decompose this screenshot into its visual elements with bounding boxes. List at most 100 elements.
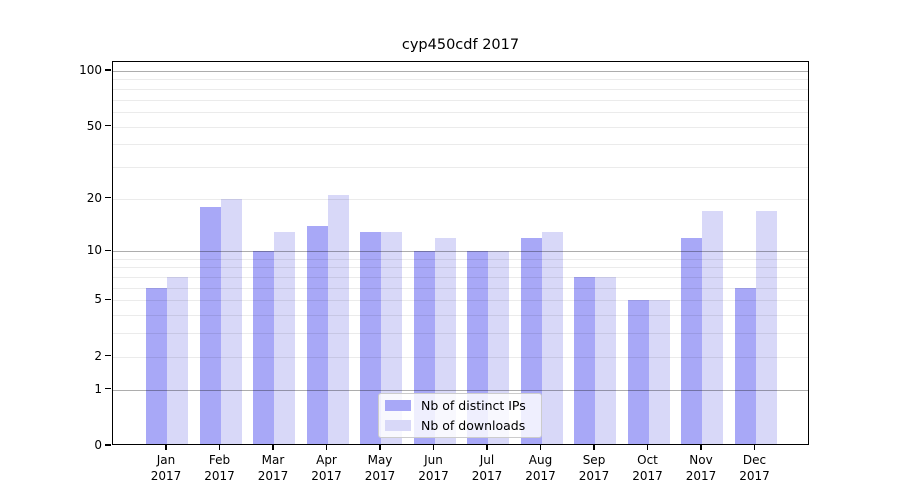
- gridline-major-100: [113, 71, 808, 72]
- legend-swatch-downloads: [385, 419, 411, 432]
- x-tick-month: Nov: [689, 453, 713, 467]
- x-tick-month: Feb: [208, 453, 231, 467]
- x-tick-mark-aug: [539, 445, 542, 450]
- legend-swatch-distinct-ips: [385, 399, 411, 412]
- legend-item-distinct-ips: Nb of distinct IPs: [385, 398, 535, 413]
- x-tick-label-jun: Jun 2017: [404, 452, 464, 484]
- x-tick-month: Dec: [742, 453, 767, 467]
- y-tick-label-1: 1: [94, 381, 102, 396]
- x-tick-label-feb: Feb 2017: [190, 452, 250, 484]
- x-tick-mark-jul: [486, 445, 488, 450]
- bar-nb-of-distinct-ips-aug: [520, 237, 542, 444]
- bar-nb-of-distinct-ips-nov: [681, 237, 702, 444]
- bar-nb-of-distinct-ips-feb: [199, 206, 221, 444]
- x-tick-label-apr: Apr 2017: [297, 452, 357, 484]
- x-tick-year: 2017: [364, 469, 396, 483]
- bar-nb-of-downloads-dec: [755, 211, 777, 444]
- x-tick-year: 2017: [204, 469, 235, 483]
- x-tick-year: 2017: [525, 469, 556, 483]
- x-tick-label-jan: Jan 2017: [136, 452, 196, 484]
- legend-item-downloads: Nb of downloads: [385, 418, 535, 433]
- x-tick-mark-nov: [700, 445, 702, 450]
- bar-nb-of-distinct-ips-jan: [146, 287, 167, 444]
- y-tick-mark-1: [105, 388, 111, 390]
- bar-nb-of-downloads-mar: [274, 231, 295, 444]
- gridline-minor-80: [113, 88, 808, 90]
- x-tick-year: 2017: [311, 469, 342, 483]
- x-tick-mark-apr: [325, 445, 328, 450]
- bar-nb-of-downloads-sep: [595, 277, 616, 444]
- x-tick-mark-mar: [272, 445, 274, 450]
- y-tick-mark-50: [105, 124, 111, 127]
- x-tick-mark-sep: [593, 445, 595, 450]
- bar-nb-of-downloads-jan: [167, 277, 188, 444]
- y-tick-label-100: 100: [79, 63, 102, 77]
- x-tick-month: Mar: [261, 453, 285, 467]
- x-tick-mark-may: [379, 445, 381, 450]
- y-tick-mark-100: [105, 69, 111, 71]
- bar-nb-of-distinct-ips-mar: [253, 251, 274, 444]
- x-tick-year: 2017: [632, 469, 663, 483]
- y-tick-mark-20: [105, 197, 111, 199]
- gridline-minor-7: [113, 277, 808, 279]
- x-tick-label-aug: Aug 2017: [511, 452, 571, 484]
- gridline-minor-30: [113, 166, 808, 168]
- x-tick-month: Jan: [156, 453, 176, 467]
- gridline-minor-8: [113, 267, 808, 269]
- y-tick-mark-5: [105, 298, 111, 300]
- y-tick-label-0: 0: [94, 438, 102, 452]
- y-tick-label-5: 5: [94, 292, 102, 307]
- gridline-minor-40: [113, 144, 808, 146]
- legend-label-downloads: Nb of downloads: [421, 418, 526, 433]
- bar-nb-of-downloads-may: [381, 231, 402, 444]
- y-tick-label-10: 10: [86, 243, 102, 258]
- gridline-minor-90: [113, 79, 808, 81]
- x-tick-mark-jun: [432, 445, 435, 450]
- bar-nb-of-distinct-ips-oct: [627, 300, 649, 444]
- y-tick-mark-2: [105, 355, 111, 357]
- x-tick-month: Jul: [479, 453, 495, 467]
- gridline-major-1: [113, 389, 808, 391]
- gridline-minor-60: [113, 111, 808, 113]
- y-tick-mark-0: [105, 444, 111, 446]
- x-tick-month: Oct: [637, 453, 658, 467]
- x-tick-mark-dec: [753, 445, 756, 450]
- legend-label-distinct-ips: Nb of distinct IPs: [421, 398, 526, 413]
- x-tick-label-nov: Nov 2017: [671, 452, 731, 484]
- x-tick-year: 2017: [685, 469, 717, 483]
- gridline-minor-6: [113, 287, 808, 289]
- bar-nb-of-distinct-ips-dec: [734, 287, 756, 444]
- legend: Nb of distinct IPs Nb of downloads: [378, 393, 542, 438]
- x-tick-year: 2017: [578, 469, 610, 483]
- chart-title: cyp450cdf 2017: [401, 37, 520, 53]
- x-tick-year: 2017: [257, 469, 289, 483]
- x-tick-year: 2017: [150, 469, 182, 483]
- gridline-minor-2: [113, 356, 808, 358]
- gridline-minor-3: [113, 333, 808, 335]
- x-tick-mark-jan: [165, 445, 167, 450]
- x-tick-year: 2017: [418, 469, 449, 483]
- x-tick-label-sep: Sep 2017: [564, 452, 624, 484]
- gridline-minor-5: [113, 300, 808, 302]
- gridline-minor-4: [113, 315, 808, 317]
- y-tick-label-2: 2: [94, 348, 102, 363]
- gridline-minor-50: [113, 126, 808, 128]
- y-tick-label-20: 20: [86, 190, 102, 205]
- bar-nb-of-downloads-aug: [541, 231, 563, 444]
- gridline-minor-20: [113, 198, 808, 200]
- x-tick-year: 2017: [739, 469, 770, 483]
- x-tick-mark-oct: [646, 445, 649, 450]
- bar-nb-of-downloads-jun: [434, 237, 456, 444]
- gridline-major-10: [113, 251, 808, 253]
- bar-nb-of-downloads-oct: [648, 300, 670, 444]
- bar-nb-of-distinct-ips-apr: [306, 225, 328, 444]
- x-tick-mark-feb: [218, 445, 221, 450]
- gridline-minor-70: [113, 99, 808, 101]
- x-tick-label-mar: Mar 2017: [243, 452, 303, 484]
- bar-nb-of-distinct-ips-may: [360, 231, 381, 444]
- x-tick-label-dec: Dec 2017: [725, 452, 785, 484]
- x-tick-label-jul: Jul 2017: [457, 452, 517, 484]
- x-tick-month: Aug: [528, 453, 553, 467]
- bar-nb-of-downloads-nov: [702, 211, 723, 444]
